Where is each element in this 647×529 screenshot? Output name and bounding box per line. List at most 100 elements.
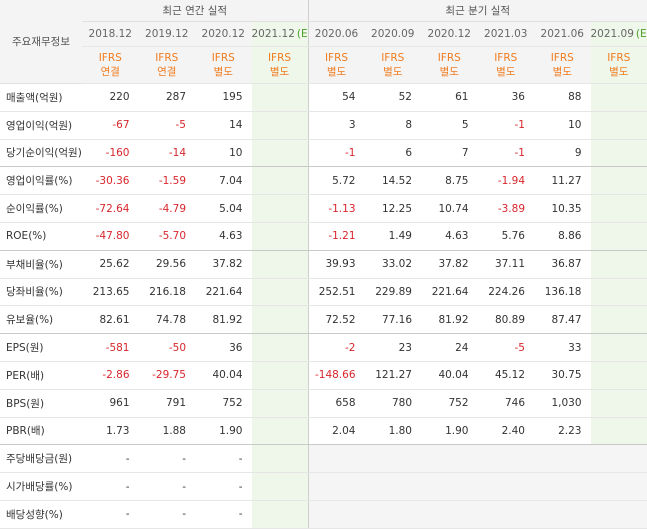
value-cell xyxy=(421,472,478,501)
estimate-mark: (E) xyxy=(635,28,647,40)
period: 2020.06 xyxy=(314,28,359,40)
data-row: PER(배) -2.86 -29.75 40.04 -148.66 121.27 40.04… xyxy=(0,361,647,390)
row-label: 매출액(억원) xyxy=(0,83,82,112)
value-cell: 14.52 xyxy=(364,166,421,196)
value-cell: 82.61 xyxy=(82,305,139,335)
value-cell xyxy=(307,444,365,474)
value-cell: 221.64 xyxy=(421,278,478,307)
value-cell: -30.36 xyxy=(82,166,139,196)
header-row: 주요재무정보 최근 연간 실적 최근 분기 실적 xyxy=(0,0,647,84)
value-cell: 37.82 xyxy=(195,250,252,279)
value-cell: 40.04 xyxy=(421,361,478,390)
value-cell: -50 xyxy=(138,333,195,362)
value-cell xyxy=(477,500,534,529)
value-cell: -1 xyxy=(307,139,365,168)
value-cell: 10 xyxy=(195,139,252,168)
period: 2020.12 xyxy=(201,28,245,40)
value-cell: 287 xyxy=(138,83,195,112)
value-cell: 37.11 xyxy=(477,250,534,279)
value-cell xyxy=(590,166,647,196)
value-cell: 7.04 xyxy=(195,166,252,196)
period: 2020.09 xyxy=(371,28,415,40)
row-label: 당기순이익(억원) xyxy=(0,139,82,168)
value-cell: -3.89 xyxy=(477,194,534,223)
value-cell xyxy=(590,83,647,112)
value-cell: -160 xyxy=(82,139,139,168)
value-cell: 1.90 xyxy=(421,417,478,446)
estimate-mark: (E) xyxy=(296,28,308,40)
value-cell xyxy=(590,139,647,168)
data-row: ROE(%) -47.80 -5.70 4.63 -1.21 1.49 4.63 5.76 8.… xyxy=(0,222,647,251)
standard-cell: IFRS 별도 xyxy=(534,46,591,84)
period: 2021.12 xyxy=(251,28,295,40)
period: 2019.12 xyxy=(145,28,189,40)
value-cell: 10.74 xyxy=(421,194,478,223)
period: 2021.06 xyxy=(540,28,584,40)
data-row: EPS(원) -581 -50 36 -2 23 24 -5 33 xyxy=(0,333,647,362)
value-cell: 5.76 xyxy=(477,222,534,251)
standard: IFRS xyxy=(98,52,122,64)
period-cell: 2020.12 xyxy=(421,21,478,47)
value-cell: 80.89 xyxy=(477,305,534,335)
value-cell: 8 xyxy=(364,111,421,140)
period-cell: 2021.09(E) xyxy=(590,21,647,47)
value-cell: 8.75 xyxy=(421,166,478,196)
value-cell xyxy=(251,139,308,168)
basis: 연결 xyxy=(100,66,120,78)
row-label: 배당성향(%) xyxy=(0,500,82,529)
value-cell: -2.86 xyxy=(82,361,139,390)
value-cell: 5.72 xyxy=(307,166,365,196)
value-cell: - xyxy=(82,444,139,474)
value-cell: - xyxy=(195,444,252,474)
data-row: 영업이익(억원) -67 -5 14 3 8 5 -1 10 xyxy=(0,111,647,140)
period-cell: 2020.06 xyxy=(307,21,365,47)
value-cell xyxy=(590,194,647,223)
period-cell: 2021.03 xyxy=(477,21,534,47)
value-cell: - xyxy=(138,472,195,501)
row-label: 영업이익(억원) xyxy=(0,111,82,140)
value-cell xyxy=(251,417,308,446)
value-cell: 37.82 xyxy=(421,250,478,279)
value-cell: 81.92 xyxy=(195,305,252,335)
value-cell xyxy=(534,444,591,474)
value-cell: - xyxy=(138,500,195,529)
value-cell xyxy=(590,500,647,529)
row-label: 순이익률(%) xyxy=(0,194,82,223)
standard-cell: IFRS 별도 xyxy=(307,46,365,84)
value-cell: 213.65 xyxy=(82,278,139,307)
period: 2021.03 xyxy=(484,28,528,40)
value-cell: 4.63 xyxy=(195,222,252,251)
value-cell: 224.26 xyxy=(477,278,534,307)
data-row: 배당성향(%) - - - xyxy=(0,500,647,529)
value-cell: 1.73 xyxy=(82,417,139,446)
row-label: 시가배당률(%) xyxy=(0,472,82,501)
value-cell: -581 xyxy=(82,333,139,362)
value-cell: -5 xyxy=(138,111,195,140)
row-label: 유보율(%) xyxy=(0,305,82,335)
value-cell: -1.59 xyxy=(138,166,195,196)
standard-cell: IFRS 별도 xyxy=(195,46,252,84)
value-cell: 14 xyxy=(195,111,252,140)
value-cell: 3 xyxy=(307,111,365,140)
value-cell: 6 xyxy=(364,139,421,168)
value-cell: 77.16 xyxy=(364,305,421,335)
value-cell: 252.51 xyxy=(307,278,365,307)
row-label: 당좌비율(%) xyxy=(0,278,82,307)
value-cell: 8.86 xyxy=(534,222,591,251)
basis: 별도 xyxy=(439,66,459,78)
value-cell xyxy=(251,250,308,279)
value-cell xyxy=(534,500,591,529)
value-cell: 45.12 xyxy=(477,361,534,390)
group-title: 최근 연간 실적 xyxy=(82,0,308,22)
value-cell: 11.27 xyxy=(534,166,591,196)
value-cell xyxy=(590,250,647,279)
value-cell: -1.94 xyxy=(477,166,534,196)
value-cell: 221.64 xyxy=(195,278,252,307)
value-cell: -29.75 xyxy=(138,361,195,390)
value-cell: 5.04 xyxy=(195,194,252,223)
value-cell: 780 xyxy=(364,389,421,418)
period: 2020.12 xyxy=(427,28,471,40)
period: 2018.12 xyxy=(88,28,132,40)
value-cell: 136.18 xyxy=(534,278,591,307)
